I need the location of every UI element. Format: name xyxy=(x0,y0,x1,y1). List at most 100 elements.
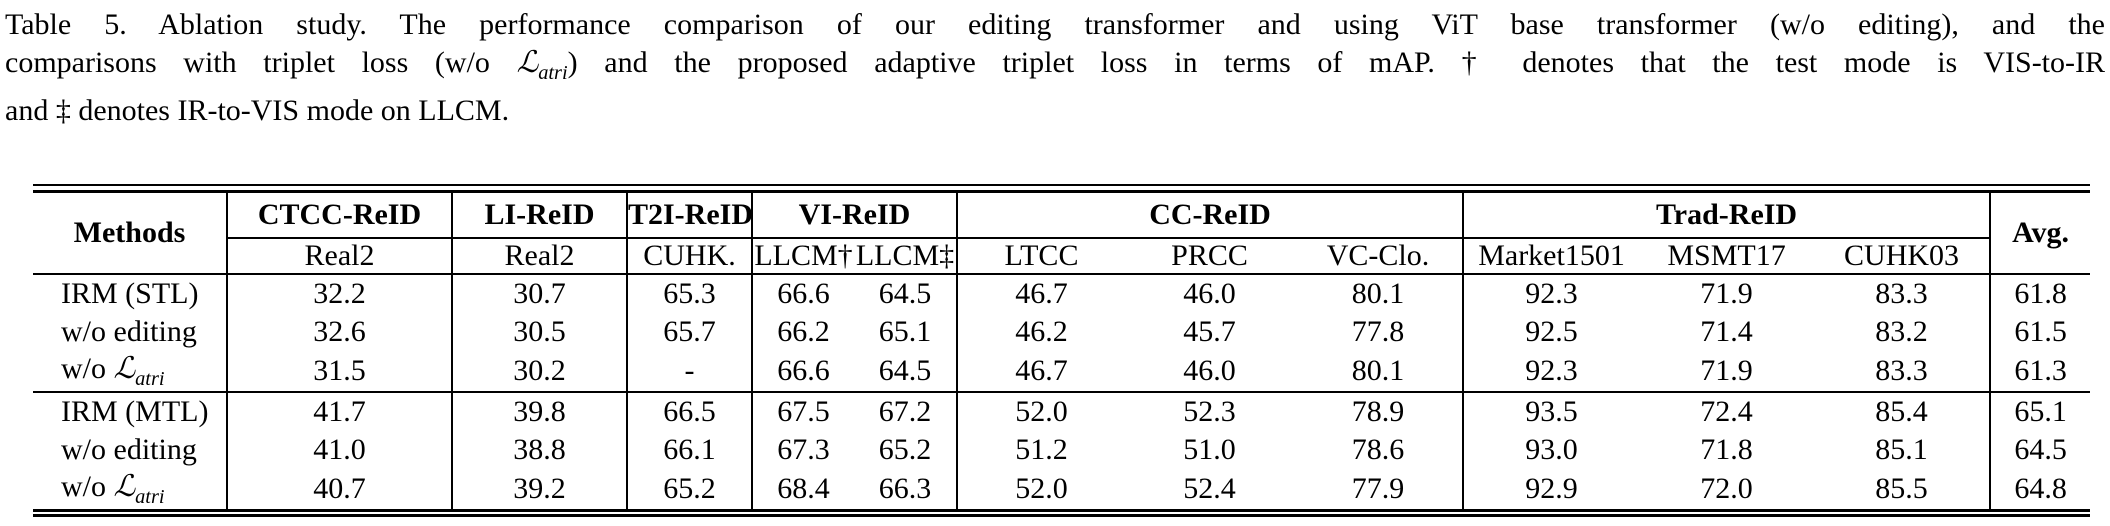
metric-cell: 92.3 xyxy=(1525,354,1578,387)
column-header-prcc: PRCC xyxy=(1125,238,1294,275)
metric-cell: 52.4 xyxy=(1183,472,1236,505)
table-row: w/o editing 32.6 30.5 65.7 66.2 65.1 46.2 45.7 7… xyxy=(33,313,2090,351)
metric-cell: 64.5 xyxy=(854,351,958,392)
metric-cell: 51.2 xyxy=(1015,433,1068,466)
ablation-table: Methods CTCC-ReID LI-ReID T2I-ReID VI-Re… xyxy=(33,193,2091,509)
group-header-vi-reid: VI-ReID xyxy=(752,193,958,239)
metric-cell: 65.3 xyxy=(627,274,753,313)
caption-text: ) and the proposed adaptive triplet loss… xyxy=(567,46,2106,79)
metric-cell: 41.0 xyxy=(227,431,453,469)
metric-cell: 30.7 xyxy=(452,274,628,313)
metric-cell: 39.2 xyxy=(452,469,628,509)
column-header-ltcc: LTCC xyxy=(957,238,1125,275)
metric-cell: 78.6 xyxy=(1294,431,1465,469)
math-loss-subscript: atri xyxy=(538,62,568,84)
metric-cell: 66.2 xyxy=(777,315,830,348)
caption-text: comparisons with triplet loss (w/o xyxy=(5,46,517,79)
metric-cell: 61.3 xyxy=(2014,354,2067,387)
method-cell: w/o editing xyxy=(33,313,228,351)
metric-cell: 65.1 xyxy=(854,313,958,351)
table-row: w/o ℒatri 40.7 39.2 65.2 68.4 66.3 52.0 52.4 77.… xyxy=(33,469,2090,509)
column-header-real2-ctcc: Real2 xyxy=(227,238,453,275)
method-cell: IRM (MTL) xyxy=(33,391,228,431)
metric-cell: 31.5 xyxy=(227,351,453,392)
group-header-trad-reid: Trad-ReID xyxy=(1463,193,1992,239)
caption-text: and ‡ denotes IR-to-VIS mode on LLCM. xyxy=(5,94,510,127)
metric-cell: 68.4 xyxy=(777,472,830,505)
metric-cell: 32.6 xyxy=(227,313,453,351)
metric-cell: 46.7 xyxy=(1015,354,1068,387)
group-header-row: Methods CTCC-ReID LI-ReID T2I-ReID VI-Re… xyxy=(33,193,2091,275)
metric-cell: - xyxy=(627,351,753,392)
metric-cell: 65.2 xyxy=(627,469,753,509)
metric-cell: 61.5 xyxy=(2014,315,2067,348)
column-header-msmt17: MSMT17 xyxy=(1639,238,1815,275)
column-header-real2-li: Real2 xyxy=(452,238,628,275)
metric-cell: 46.7 xyxy=(1015,277,1068,310)
column-header-cuhk03: CUHK03 xyxy=(1814,238,1992,275)
metric-cell: 65.2 xyxy=(854,431,958,469)
sub-header-row: Real2 Real2 CUHK. LLCM† LLCM‡ LTCC PRCC … xyxy=(33,238,2090,275)
metric-cell: 66.6 xyxy=(777,277,830,310)
metric-cell: 61.8 xyxy=(2014,277,2067,310)
metric-cell: 67.5 xyxy=(752,391,854,431)
group-header-li-reid: LI-ReID xyxy=(452,193,628,239)
ablation-table-frame: Methods CTCC-ReID LI-ReID T2I-ReID VI-Re… xyxy=(33,184,2091,517)
table-header: Methods CTCC-ReID LI-ReID T2I-ReID VI-Re… xyxy=(33,193,2091,275)
metric-cell: 80.1 xyxy=(1294,351,1465,392)
metric-cell: 85.4 xyxy=(1814,391,1992,431)
metric-cell: 64.5 xyxy=(2014,433,2067,466)
metric-cell: 30.5 xyxy=(452,313,628,351)
metric-cell: 52.0 xyxy=(1015,472,1068,505)
metric-cell: 66.5 xyxy=(627,391,753,431)
metric-cell: 51.0 xyxy=(1183,433,1236,466)
metric-cell: 92.3 xyxy=(1525,277,1578,310)
method-cell: w/o ℒatri xyxy=(33,469,228,509)
column-header-llcm-vis-to-ir: LLCM† xyxy=(752,238,854,275)
metric-cell: 66.1 xyxy=(627,431,753,469)
math-loss-symbol: ℒ xyxy=(113,469,136,504)
metric-cell: 72.4 xyxy=(1639,391,1815,431)
table-row: IRM (STL) 32.2 30.7 65.3 66.6 64.5 46.7 46.0 80.… xyxy=(33,274,2090,313)
caption-line-1: Table 5. Ablation study. The performance… xyxy=(5,6,2105,44)
metric-cell: 93.5 xyxy=(1463,391,1640,431)
metric-cell: 32.2 xyxy=(227,274,453,313)
metric-cell: 41.7 xyxy=(227,391,453,431)
table-row: w/o editing 41.0 38.8 66.1 67.3 65.2 51.2 51.0 7… xyxy=(33,431,2090,469)
metric-cell: 38.8 xyxy=(452,431,628,469)
metric-cell: 85.5 xyxy=(1814,469,1992,509)
metric-cell: 80.1 xyxy=(1294,274,1465,313)
metric-cell: 45.7 xyxy=(1183,315,1236,348)
metric-cell: 40.7 xyxy=(227,469,453,509)
metric-cell: 85.1 xyxy=(1814,431,1992,469)
group-header-ctcc-reid: CTCC-ReID xyxy=(227,193,453,239)
metric-cell: 65.1 xyxy=(1990,391,2091,431)
metric-cell: 71.9 xyxy=(1700,277,1753,310)
metric-cell: 30.2 xyxy=(452,351,628,392)
metric-cell: 67.2 xyxy=(854,391,958,431)
metric-cell: 64.8 xyxy=(2014,472,2067,505)
metric-cell: 83.2 xyxy=(1814,313,1992,351)
metric-cell: 52.0 xyxy=(957,391,1125,431)
math-loss-symbol: ℒ xyxy=(113,351,136,386)
caption-line-2: comparisons with triplet loss (w/o ℒatri… xyxy=(5,44,2105,92)
column-header-vc-clo: VC-Clo. xyxy=(1294,238,1465,275)
metric-cell: 67.3 xyxy=(777,433,830,466)
metric-cell: 46.0 xyxy=(1183,354,1236,387)
table-row: w/o ℒatri 31.5 30.2-66.6 64.5 46.7 46.0 80.1 92… xyxy=(33,351,2090,392)
column-header-avg: Avg. xyxy=(1990,193,2091,275)
caption-line-3: and ‡ denotes IR-to-VIS mode on LLCM. xyxy=(5,92,2105,130)
metric-cell: 92.9 xyxy=(1525,472,1578,505)
column-header-cuhk: CUHK. xyxy=(627,238,753,275)
metric-cell: 39.8 xyxy=(452,391,628,431)
table-row: IRM (MTL) 41.7 39.8 66.5 67.5 67.2 52.0 52.3 78.… xyxy=(33,391,2091,431)
group-header-cc-reid: CC-ReID xyxy=(957,193,1465,239)
metric-cell: 93.0 xyxy=(1525,433,1578,466)
math-loss-subscript: atri xyxy=(135,486,165,508)
metric-cell: 71.9 xyxy=(1700,354,1753,387)
metric-cell: 83.3 xyxy=(1814,351,1992,392)
metric-cell: 52.3 xyxy=(1125,391,1294,431)
metric-cell: 72.0 xyxy=(1700,472,1753,505)
table-body: IRM (STL) 32.2 30.7 65.3 66.6 64.5 46.7 46.0 80.… xyxy=(33,274,2091,509)
metric-cell: 71.4 xyxy=(1700,315,1753,348)
